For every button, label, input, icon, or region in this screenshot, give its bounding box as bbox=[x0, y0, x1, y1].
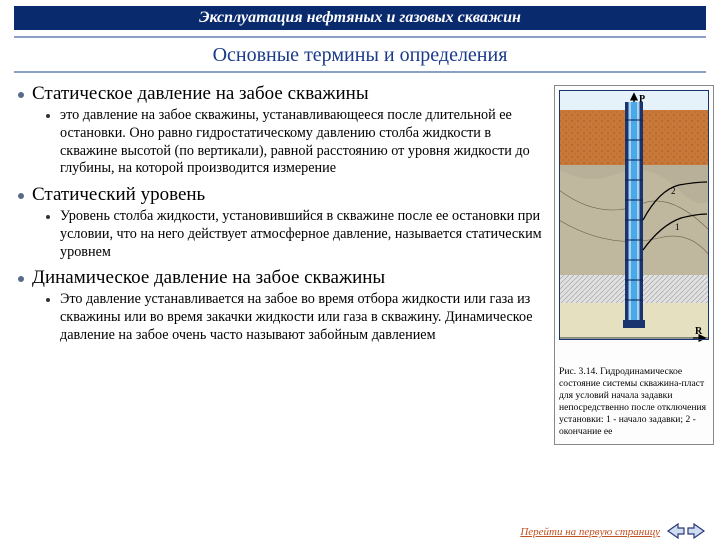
curve-1-label: 1 bbox=[675, 222, 680, 232]
next-arrow-icon[interactable] bbox=[688, 524, 704, 538]
curve-2-label: 2 bbox=[671, 186, 676, 196]
nav-arrows bbox=[666, 522, 706, 540]
term-title: Статический уровень bbox=[32, 184, 205, 205]
term-description: Это давление устанавливается на забое во… bbox=[60, 291, 550, 344]
prev-arrow-icon[interactable] bbox=[668, 524, 684, 538]
figure-caption: Рис. 3.14. Гидродинамическое состоя­ние … bbox=[559, 366, 709, 438]
list-item: Статическое давление на забое скважины э… bbox=[32, 83, 550, 178]
first-page-link[interactable]: Перейти на первую страницу bbox=[520, 526, 660, 538]
slide-title-bar: Эксплуатация нефтяных и газовых скважин bbox=[14, 6, 706, 30]
text-column: Статическое давление на забое скважины э… bbox=[18, 83, 554, 445]
slide-subtitle: Основные термины и определения bbox=[0, 38, 720, 71]
well-diagram: P R bbox=[559, 90, 709, 360]
content-area: Статическое давление на забое скважины э… bbox=[0, 79, 720, 445]
divider-under-subtitle bbox=[14, 71, 706, 73]
list-item: Динамическое давление на забое скважины … bbox=[32, 267, 550, 344]
term-description: Уровень столба жидкости, установившийся … bbox=[60, 208, 550, 261]
term-description: это давление на забое скважины, устанавл… bbox=[60, 107, 550, 178]
definitions-list: Статическое давление на забое скважины э… bbox=[18, 83, 550, 345]
list-item: Статический уровень Уровень столба жидко… bbox=[32, 184, 550, 261]
term-title: Динамическое давление на забое скважины bbox=[32, 267, 385, 288]
figure-panel: P R bbox=[554, 85, 714, 445]
slide-title: Эксплуатация нефтяных и газовых скважин bbox=[199, 9, 521, 26]
term-title: Статическое давление на забое скважины bbox=[32, 83, 369, 104]
axis-r-label: R bbox=[695, 326, 703, 337]
